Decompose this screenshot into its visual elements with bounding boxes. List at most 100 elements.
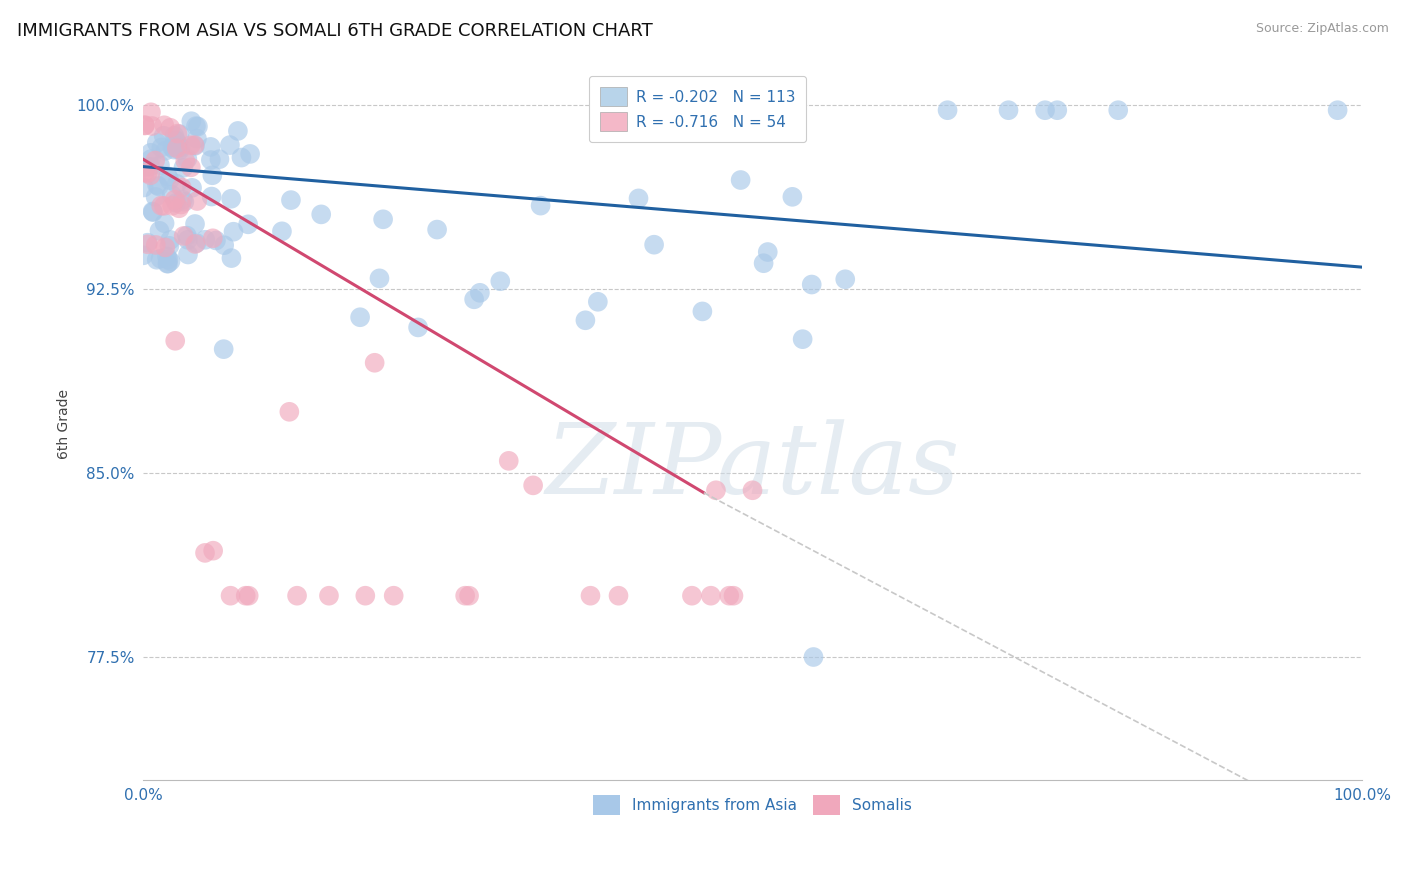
Point — [574, 313, 596, 327]
Point — [170, 197, 193, 211]
Point — [200, 153, 222, 167]
Point — [153, 216, 176, 230]
Point — [136, 166, 159, 180]
Point — [145, 190, 167, 204]
Point — [163, 143, 186, 157]
Point — [800, 277, 823, 292]
Point — [142, 205, 165, 219]
Point — [803, 650, 825, 665]
Point — [201, 231, 224, 245]
Point — [454, 589, 477, 603]
Point — [139, 160, 162, 174]
Point — [184, 138, 207, 153]
Point — [756, 245, 779, 260]
Point — [156, 256, 179, 270]
Point — [752, 256, 775, 270]
Point — [498, 454, 520, 468]
Point — [166, 177, 188, 191]
Point — [155, 144, 177, 158]
Point — [170, 180, 193, 194]
Point — [174, 153, 197, 168]
Point — [167, 201, 190, 215]
Point — [186, 131, 208, 145]
Point — [723, 589, 745, 603]
Point — [222, 225, 245, 239]
Point — [201, 168, 224, 182]
Point — [586, 294, 609, 309]
Point — [148, 224, 170, 238]
Point — [156, 169, 179, 184]
Point — [166, 141, 188, 155]
Point — [176, 228, 198, 243]
Point — [143, 153, 166, 168]
Point — [146, 136, 169, 150]
Point — [163, 193, 186, 207]
Point — [163, 128, 186, 143]
Point — [134, 119, 156, 133]
Point — [212, 238, 235, 252]
Point — [318, 589, 340, 603]
Point — [354, 589, 377, 603]
Point — [426, 222, 449, 236]
Point — [166, 138, 188, 153]
Point — [172, 193, 194, 207]
Point — [782, 190, 804, 204]
Point — [146, 178, 169, 192]
Point — [176, 152, 198, 166]
Point — [173, 194, 195, 209]
Point — [141, 119, 163, 133]
Point — [149, 158, 172, 172]
Point — [184, 217, 207, 231]
Point — [997, 103, 1019, 118]
Point — [730, 173, 752, 187]
Point — [145, 238, 167, 252]
Point — [156, 257, 179, 271]
Point — [136, 235, 159, 250]
Point — [235, 589, 257, 603]
Point — [194, 546, 217, 560]
Point — [159, 173, 181, 187]
Point — [792, 332, 814, 346]
Point — [172, 161, 194, 175]
Point — [201, 189, 224, 203]
Point — [177, 247, 200, 261]
Point — [187, 120, 209, 134]
Point — [278, 405, 301, 419]
Point — [579, 589, 602, 603]
Point — [239, 147, 262, 161]
Point — [368, 271, 391, 285]
Point — [1326, 103, 1348, 118]
Point — [205, 234, 228, 248]
Point — [212, 342, 235, 356]
Point — [458, 589, 481, 603]
Point — [1046, 103, 1069, 118]
Point — [169, 140, 191, 154]
Point — [834, 272, 856, 286]
Point — [136, 237, 159, 252]
Point — [200, 140, 222, 154]
Point — [139, 145, 162, 160]
Point — [165, 195, 187, 210]
Point — [692, 304, 714, 318]
Legend: Immigrants from Asia, Somalis: Immigrants from Asia, Somalis — [582, 784, 922, 825]
Point — [236, 217, 259, 231]
Point — [180, 138, 202, 153]
Point — [160, 199, 183, 213]
Point — [132, 180, 155, 194]
Point — [271, 224, 294, 238]
Point — [382, 589, 405, 603]
Point — [309, 207, 332, 221]
Point — [165, 133, 187, 147]
Point — [139, 168, 162, 182]
Y-axis label: 6th Grade: 6th Grade — [58, 389, 72, 459]
Point — [184, 236, 207, 251]
Point — [936, 103, 959, 118]
Point — [159, 120, 181, 135]
Point — [145, 252, 167, 267]
Point — [141, 204, 163, 219]
Point — [150, 199, 173, 213]
Point — [134, 165, 156, 179]
Point — [700, 589, 723, 603]
Point — [139, 152, 162, 166]
Point — [180, 161, 202, 175]
